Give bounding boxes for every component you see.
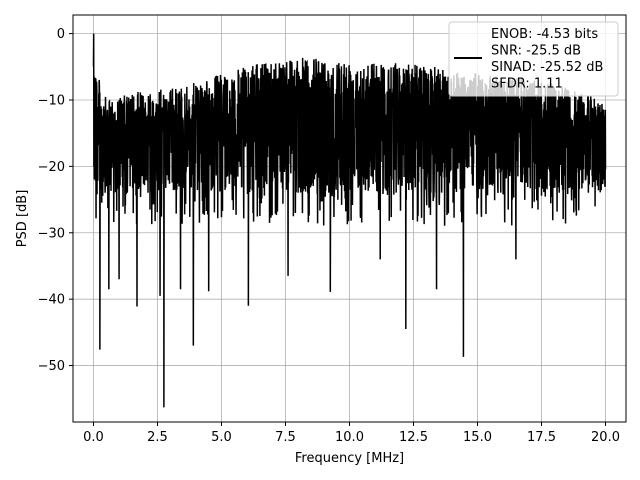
legend-line-text: SNR: -25.5 dB <box>491 44 581 59</box>
x-tick-label: 2.5 <box>147 430 168 445</box>
y-tick-label: 0 <box>57 27 65 42</box>
x-tick-label: 15.0 <box>463 430 492 445</box>
x-tick-label: 17.5 <box>527 430 556 445</box>
x-axis-label: Frequency [MHz] <box>295 451 404 466</box>
legend-box <box>448 21 619 97</box>
x-tick-label: 7.5 <box>275 430 296 445</box>
y-tick-label: −40 <box>38 293 65 308</box>
plot-area <box>92 33 607 408</box>
x-tick-label: 10.0 <box>335 430 364 445</box>
y-axis-label: PSD [dB] <box>15 190 30 248</box>
legend-line-text: ENOB: -4.53 bits <box>491 27 598 42</box>
x-tick-label: 5.0 <box>211 430 232 445</box>
y-tick-label: −50 <box>38 359 65 374</box>
axis-ticks: 0.0 2.5 5.0 7.5 10.0 12.5 15.0 17.5 20.0 0 −10 −20 −… <box>38 27 620 445</box>
legend-line-text: SFDR: 1.11 <box>491 77 563 92</box>
y-tick-label: −30 <box>38 226 65 241</box>
x-tick-label: 12.5 <box>399 430 428 445</box>
psd-series-line <box>92 33 607 408</box>
x-tick-label: 0.0 <box>83 430 104 445</box>
x-tick-label: 20.0 <box>591 430 620 445</box>
y-tick-label: −10 <box>38 93 65 108</box>
y-tick-label: −20 <box>38 160 65 175</box>
legend-line-text: SINAD: -25.52 dB <box>491 60 603 75</box>
